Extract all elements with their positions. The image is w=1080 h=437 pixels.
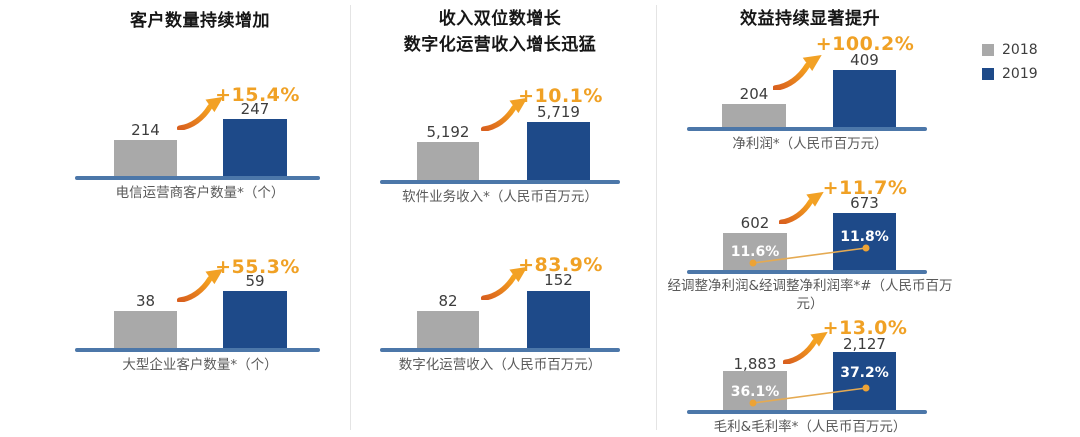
growth-label: +83.9% [518, 254, 603, 276]
chart-axis-label: 经调整净利润&经调整净利润率*#（人民币百万元） [667, 278, 953, 312]
bar-value-2019: 409 [850, 51, 879, 69]
chart-axis-label: 毛利&毛利率*（人民币百万元） [713, 419, 907, 435]
chart-axis-label: 软件业务收入*（人民币百万元） [402, 189, 598, 205]
column-title-revenue-line2: 数字化运营收入增长迅猛 [403, 35, 597, 55]
bar-value-2019: 59 [245, 272, 265, 290]
chart-axis-label: 大型企业客户数量*（个） [122, 357, 278, 373]
growth-label: +15.4% [215, 84, 300, 106]
growth-label: +10.1% [518, 85, 603, 107]
bar-2018 [417, 142, 479, 180]
bar-value-2019: 673 [850, 194, 879, 212]
bar-2018 [114, 140, 177, 176]
chart-telecom-operator-customers: 214 247 +15.4% 电信运营商客户数量*（个） [65, 80, 335, 205]
chart-axis-label: 电信运营商客户数量*（个） [115, 185, 285, 201]
legend-label-2018: 2018 [1002, 42, 1038, 58]
bar-2019 [527, 122, 590, 180]
bar-2018 [417, 311, 479, 348]
growth-arrow-icon [773, 54, 823, 90]
bar-2019 [527, 291, 590, 348]
chart-net-profit: 204 409 +100.2% 净利润*（人民币百万元） [665, 30, 955, 160]
legend-item-2019: 2019 [982, 64, 1038, 84]
axis-baseline [687, 270, 927, 274]
bar-2018 [114, 311, 177, 348]
bar-value-2018: 214 [131, 121, 160, 139]
growth-label: +55.3% [215, 256, 300, 278]
growth-label: +13.0% [822, 317, 908, 339]
axis-baseline [75, 176, 320, 180]
chart-adjusted-net-profit: 602 673 11.6% 11.8% +11.7% 经调整净利润&经调整净利润… [665, 175, 955, 312]
growth-label: +11.7% [822, 177, 908, 199]
rate-label-2018: 11.6% [730, 244, 780, 260]
rate-label-2019: 37.2% [840, 365, 889, 381]
legend-swatch-2019 [982, 68, 994, 80]
bar-value-2019: 5,719 [537, 103, 580, 121]
bar-2018 [722, 104, 786, 127]
chart-digital-operation-revenue: 82 152 +83.9% 数字化运营收入（人民币百万元） [365, 250, 635, 380]
bar-value-2018: 38 [135, 292, 156, 310]
legend-swatch-2018 [982, 44, 994, 56]
column-divider [656, 5, 657, 430]
bar-value-2019: 152 [544, 271, 573, 289]
axis-baseline [380, 348, 620, 352]
chart-axis-label: 数字化运营收入（人民币百万元） [398, 357, 602, 373]
axis-baseline [380, 180, 620, 184]
chart-large-enterprise-customers: 38 59 +55.3% 大型企业客户数量*（个） [65, 250, 335, 380]
bar-value-2018: 82 [438, 292, 458, 310]
column-title-revenue: 收入双位数增长 数字化运营收入增长迅猛 [365, 6, 635, 58]
column-divider [350, 5, 351, 430]
bar-value-2019: 247 [240, 100, 270, 118]
bar-2019 [223, 119, 287, 176]
chart-gross-profit: 1,883 2,127 36.1% 37.2% +13.0% 毛利&毛利率*（人… [665, 315, 955, 437]
column-title-revenue-line1: 收入双位数增长 [438, 9, 562, 29]
bar-2019 [833, 70, 896, 127]
legend-item-2018: 2018 [982, 40, 1038, 60]
chart-axis-label: 净利润*（人民币百万元） [732, 136, 888, 152]
column-title-customers: 客户数量持续增加 [130, 11, 270, 31]
axis-baseline [687, 127, 927, 131]
legend-label-2019: 2019 [1002, 66, 1038, 82]
bar-value-2018: 204 [739, 85, 769, 103]
axis-baseline [75, 348, 320, 352]
axis-baseline [687, 410, 927, 414]
bar-value-2018: 602 [740, 214, 770, 232]
rate-label-2019: 11.8% [840, 229, 889, 245]
rate-label-2018: 36.1% [730, 384, 780, 400]
bar-2019 [223, 291, 287, 348]
bar-value-2019: 2,127 [843, 335, 886, 353]
growth-label: +100.2% [815, 33, 915, 55]
bar-value-2018: 5,192 [426, 123, 470, 141]
chart-software-business-revenue: 5,192 5,719 +10.1% 软件业务收入*（人民币百万元） [365, 80, 635, 205]
bar-value-2018: 1,883 [733, 355, 777, 373]
column-title-profit: 效益持续显著提升 [740, 9, 880, 29]
legend: 2018 2019 [982, 40, 1038, 88]
